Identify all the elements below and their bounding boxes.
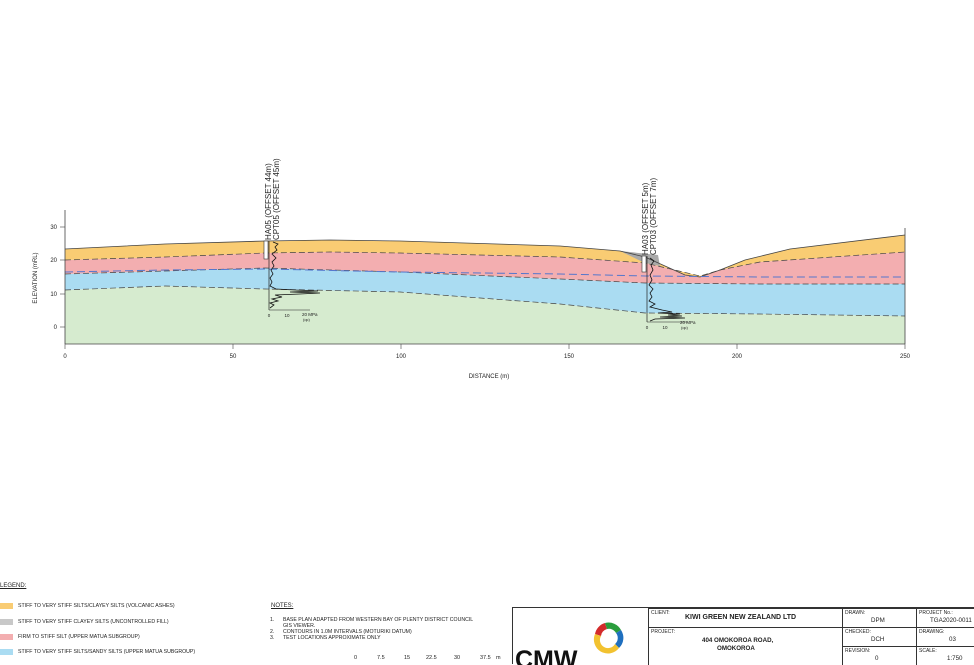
cross-section-drawing: 30 20 10 0 0 50 100 150 200 250 DISTANCE… (33, 158, 911, 380)
legend-label: STIFF TO VERY STIFF CLAYEY SILTS (UNCONT… (18, 619, 169, 625)
title-block: CMW CLIENT: KIWI GREEN NEW ZEALAND LTD P… (512, 607, 974, 665)
x-tick-label: 0 (63, 354, 67, 360)
cpt-scale-tick: 20 MPa (680, 320, 696, 325)
scale-tick: 15 (404, 655, 411, 661)
boundary-line-3 (64, 285, 906, 317)
uncontrolled-fill-layer (620, 251, 660, 266)
x-tick-label: 200 (732, 354, 743, 360)
y-tick-label: 30 (50, 225, 57, 231)
note-text: BASE PLAN ADAPTED FROM WESTERN BAY OF PL… (283, 617, 474, 623)
scale-tick: 30 (454, 655, 461, 661)
hand-auger-log (263, 240, 269, 260)
cpt-scale-tick: 10 (662, 325, 668, 330)
notes-title: NOTES: (271, 603, 294, 609)
project-caption: PROJECT: (651, 629, 676, 635)
base-layer (65, 286, 905, 344)
scale-unit: m (496, 655, 501, 661)
note-text: TEST LOCATIONS APPROXIMATE ONLY (283, 635, 381, 641)
cpt-scale-tick: 20 MPa (302, 312, 318, 317)
legend-swatch (0, 634, 13, 640)
legend-title: LEGEND: (0, 583, 27, 589)
note-number: 2. (270, 629, 275, 635)
revision-value: 0 (875, 655, 879, 662)
drawn-value: DPM (871, 617, 885, 624)
note-text: CONTOURS IN 1.0M INTERVALS (MOTURIKI DAT… (283, 629, 412, 635)
borehole-label: HA05 (OFFSET 44m) (264, 163, 273, 240)
project-number-caption: PROJECT No.: (919, 610, 953, 616)
x-tick-label: 50 (230, 354, 237, 360)
borehole-ha03: HA03 (OFFSET 5m) CPT03 (OFFSET 7m) 0 10 … (641, 177, 696, 330)
borehole-label: HA03 (OFFSET 5m) (641, 182, 650, 255)
x-tick-label: 100 (396, 354, 407, 360)
boundary-line-1 (64, 251, 906, 277)
drawing-cell: DRAWING: 03 (916, 627, 974, 646)
legend-swatch (0, 619, 13, 625)
project-number-cell: PROJECT No.: TGA2020-0011 (916, 608, 974, 627)
x-tick-label: 250 (900, 354, 911, 360)
legend-swatch (0, 603, 13, 609)
checked-value: DCH (871, 636, 885, 643)
note-number: 3. (270, 635, 275, 641)
logo-cell: CMW (513, 608, 648, 665)
cpt-trace (268, 241, 321, 309)
scale-tick: 22.5 (426, 655, 437, 661)
cpt-scale-tick: 0 (646, 325, 649, 330)
project-number-value: TGA2020-0011 (930, 617, 972, 624)
project-cell: PROJECT: 404 OMOKOROA ROAD, OMOKOROA (648, 627, 842, 665)
scale-cell: SCALE: 1:750 (916, 646, 974, 665)
cpt-scale-tick: 0 (268, 313, 271, 318)
scale-tick: 37.5 (480, 655, 491, 661)
x-axis-label: DISTANCE (m) (469, 374, 510, 380)
note-text: GIS VIEWER. (283, 623, 316, 629)
project-address-line2: OMOKOROA (717, 645, 755, 652)
y-axis-label: ELEVATION (mRL) (33, 252, 39, 303)
stiff-silt-layer (65, 268, 905, 316)
y-tick-label: 0 (54, 325, 58, 331)
revision-caption: REVISION: (845, 648, 871, 654)
cpt-trace (648, 257, 686, 322)
scale-caption: SCALE: (919, 648, 937, 654)
legend-label: FIRM TO STIFF SILT (UPPER MATUA SUBGROUP… (18, 634, 140, 640)
project-address-line1: 404 OMOKOROA ROAD, (702, 637, 774, 644)
drawing-caption: DRAWING: (919, 629, 945, 635)
legend-label: STIFF TO VERY STIFF SILTS/CLAYEY SILTS (… (18, 603, 175, 609)
cpt-scale-unit: (qc) (681, 325, 689, 330)
x-tick-label: 150 (564, 354, 575, 360)
checked-cell: CHECKED: DCH (842, 627, 916, 646)
scale-tick: 0 (354, 655, 358, 661)
client-cell: CLIENT: KIWI GREEN NEW ZEALAND LTD (648, 608, 842, 627)
boundary-line-2 (64, 267, 905, 285)
scale-value: 1:750 (947, 655, 963, 662)
drawn-cell: DRAWN: DPM (842, 608, 916, 627)
borehole-label: CPT05 (OFFSET 45m) (272, 158, 281, 240)
borehole-label: CPT03 (OFFSET 7m) (649, 177, 658, 255)
client-name: KIWI GREEN NEW ZEALAND LTD (685, 614, 797, 621)
cpt-scale-tick: 10 (284, 313, 290, 318)
company-logo-icon: CMW (515, 622, 624, 665)
drawn-caption: DRAWN: (845, 610, 866, 616)
client-caption: CLIENT: (651, 610, 670, 616)
hand-auger-log (641, 255, 647, 273)
y-tick-label: 20 (50, 258, 57, 264)
legend-label: STIFF TO VERY STIFF SILTS/SANDY SILTS (U… (18, 649, 196, 655)
drawing-value: 03 (949, 636, 956, 643)
legend-swatch (0, 649, 13, 655)
cpt-scale-unit: (qc) (303, 317, 311, 322)
checked-caption: CHECKED: (845, 629, 871, 635)
scale-tick: 7.5 (377, 655, 385, 661)
borehole-ha05: HA05 (OFFSET 44m) CPT05 (OFFSET 45m) 0 1… (263, 158, 321, 322)
logo-text: CMW (515, 646, 578, 665)
revision-cell: REVISION: 0 (842, 646, 916, 665)
note-number: 1. (270, 617, 275, 623)
volcanic-ash-layer (65, 235, 905, 277)
groundwater-line (64, 268, 905, 278)
y-tick-label: 10 (50, 292, 57, 298)
